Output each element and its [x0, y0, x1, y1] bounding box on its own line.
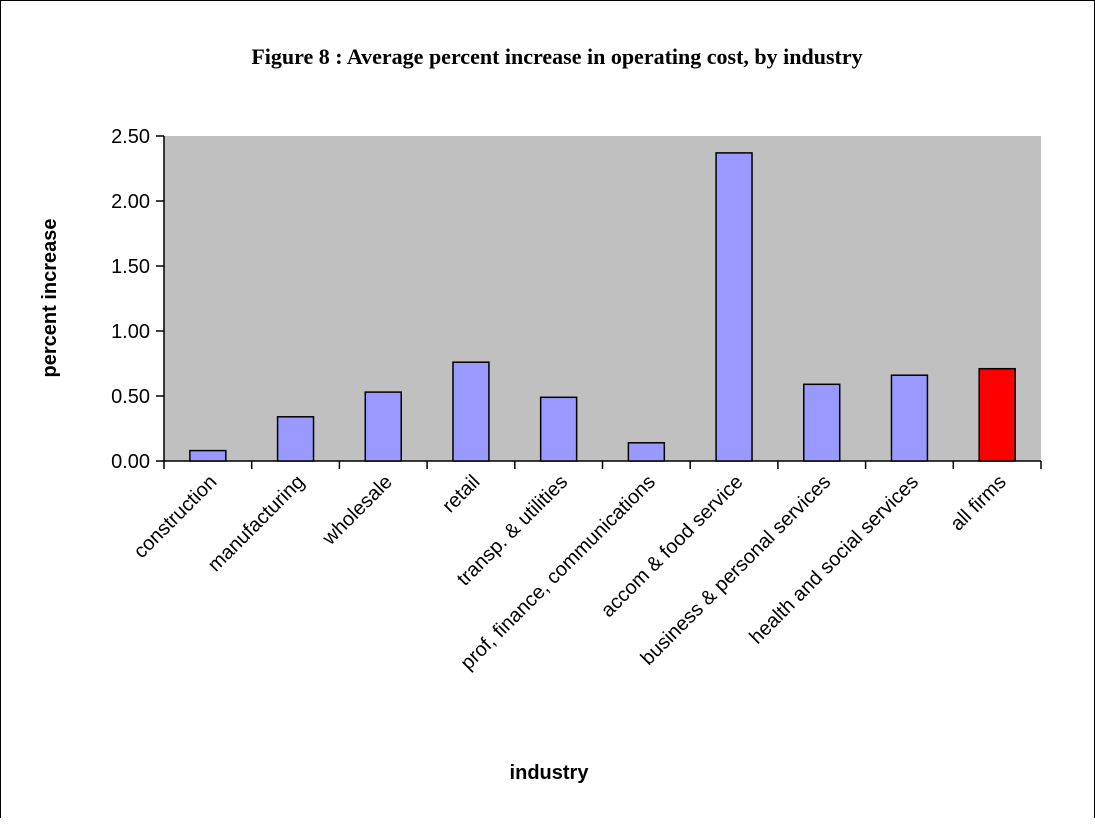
- x-tick-label: retail: [438, 471, 484, 517]
- y-tick-label: 2.50: [111, 126, 150, 148]
- y-tick-label: 2.00: [111, 191, 150, 213]
- bar-construction: [189, 449, 227, 462]
- x-axis: [163, 460, 1042, 469]
- chart-title: Figure 8 : Average percent increase in o…: [251, 44, 862, 69]
- bar-health-and-social-services: [890, 374, 929, 462]
- y-axis: 0.00 0.50 1.00 1.50 2.00 2.50: [111, 126, 165, 473]
- bar-accom-food-service: [715, 152, 753, 462]
- x-tick-label: construction: [130, 471, 222, 563]
- y-tick-label: 0.50: [111, 386, 150, 408]
- bar-transp-utilities: [539, 396, 578, 462]
- x-tick-label: all firms: [946, 471, 1010, 535]
- bars: [189, 152, 1016, 462]
- x-tick-label: wholesale: [318, 471, 397, 550]
- x-tick-label: health and social services: [745, 471, 922, 648]
- y-tick-label: 1.50: [111, 256, 150, 278]
- bar-prof-finance-communications: [627, 442, 666, 462]
- bar-retail: [452, 361, 490, 462]
- bar-manufacturing: [276, 416, 315, 462]
- x-tick-label: accom & food service: [597, 471, 748, 622]
- bar-business-personal-services: [803, 383, 841, 462]
- bar-all-firms: [978, 367, 1016, 462]
- y-tick-label: 0.00: [111, 451, 150, 473]
- y-tick-label: 1.00: [111, 321, 150, 343]
- bar-wholesale: [364, 391, 402, 462]
- x-tick-label: business & personal services: [637, 471, 836, 670]
- y-axis-label: percent increase: [39, 219, 61, 378]
- x-axis-label: industry: [510, 762, 590, 784]
